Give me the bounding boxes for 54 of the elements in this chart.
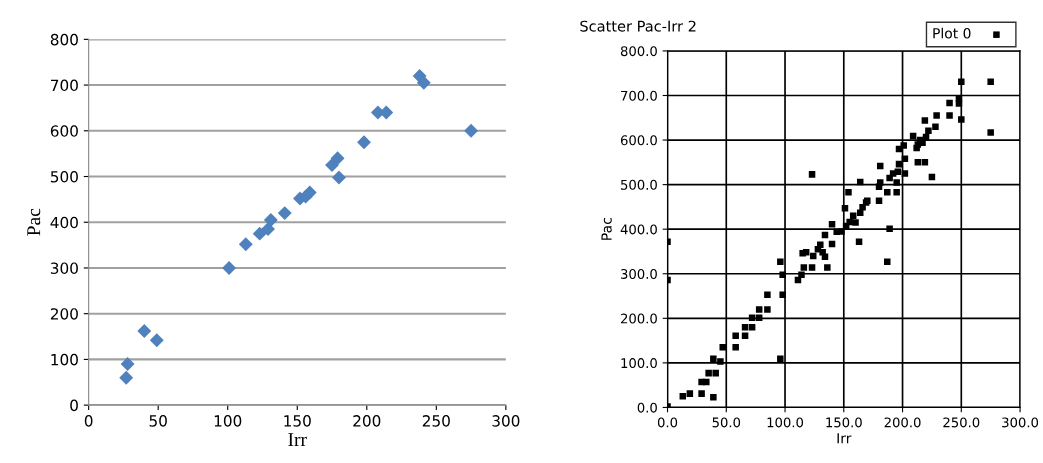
y-tick-label: 0 — [70, 399, 78, 412]
y-tick-label: 800 — [50, 33, 78, 46]
x-tick-label: 100 — [214, 415, 242, 427]
y-tick-label: 300 — [50, 262, 78, 274]
point — [149, 333, 164, 348]
point — [137, 324, 152, 338]
chart-title: Scatter Pac-Irr 2 — [580, 20, 696, 32]
point — [332, 170, 346, 185]
x-axis-title: Irr — [288, 433, 307, 446]
point — [252, 226, 267, 241]
y-tick-label: 600.0 — [620, 135, 657, 146]
x-tick-label: 100.0 — [767, 417, 804, 428]
y-tick-label: 700 — [51, 79, 78, 92]
y-tick-label: 700.0 — [621, 90, 657, 101]
point — [302, 185, 317, 200]
y-tick-label: 400.0 — [620, 224, 657, 235]
x-tick-label: 50.0 — [712, 417, 741, 428]
y-tick-label: 400 — [50, 216, 78, 229]
y-tick-label: 500.0 — [621, 179, 657, 190]
x-tick-label: 150 — [284, 415, 311, 427]
y-tick-label: 0.0 — [637, 402, 657, 413]
point — [357, 135, 371, 150]
point — [277, 206, 292, 221]
x-tick-label: 150.0 — [826, 417, 862, 428]
point — [416, 75, 431, 90]
x-tick-label: 200 — [353, 415, 381, 427]
y-axis-title: Pac — [27, 208, 41, 236]
x-tick-label: 50 — [149, 415, 167, 427]
y-tick-label: 100 — [51, 353, 78, 366]
point — [222, 261, 237, 275]
y-tick-label: 300.0 — [621, 268, 657, 279]
y-tick-label: 500 — [50, 170, 78, 183]
y-tick-label: 600 — [50, 125, 78, 137]
point — [238, 237, 253, 252]
x-tick-label: 0.0 — [657, 417, 678, 428]
point — [464, 123, 479, 138]
x-tick-label: 300 — [492, 415, 520, 427]
y-tick-label: 100.0 — [621, 358, 657, 369]
point — [330, 151, 345, 166]
point — [120, 357, 135, 371]
y-axis-title: Pac — [601, 218, 612, 240]
point — [263, 213, 278, 227]
y-tick-label: 200.0 — [620, 313, 657, 324]
x-tick-label: 0 — [84, 415, 93, 427]
y-tick-label: 800.0 — [620, 46, 657, 57]
x-tick-label: 250 — [422, 415, 450, 427]
x-tick-label: 300.0 — [1002, 417, 1039, 428]
y-tick-label: 200 — [50, 308, 78, 320]
x-tick-label: 250.0 — [943, 417, 980, 428]
x-tick-label: 200.0 — [884, 417, 921, 428]
x-axis-title: Irr — [837, 433, 852, 444]
point — [325, 158, 339, 173]
legend-label: Plot 0 — [933, 27, 971, 39]
point — [119, 370, 134, 385]
